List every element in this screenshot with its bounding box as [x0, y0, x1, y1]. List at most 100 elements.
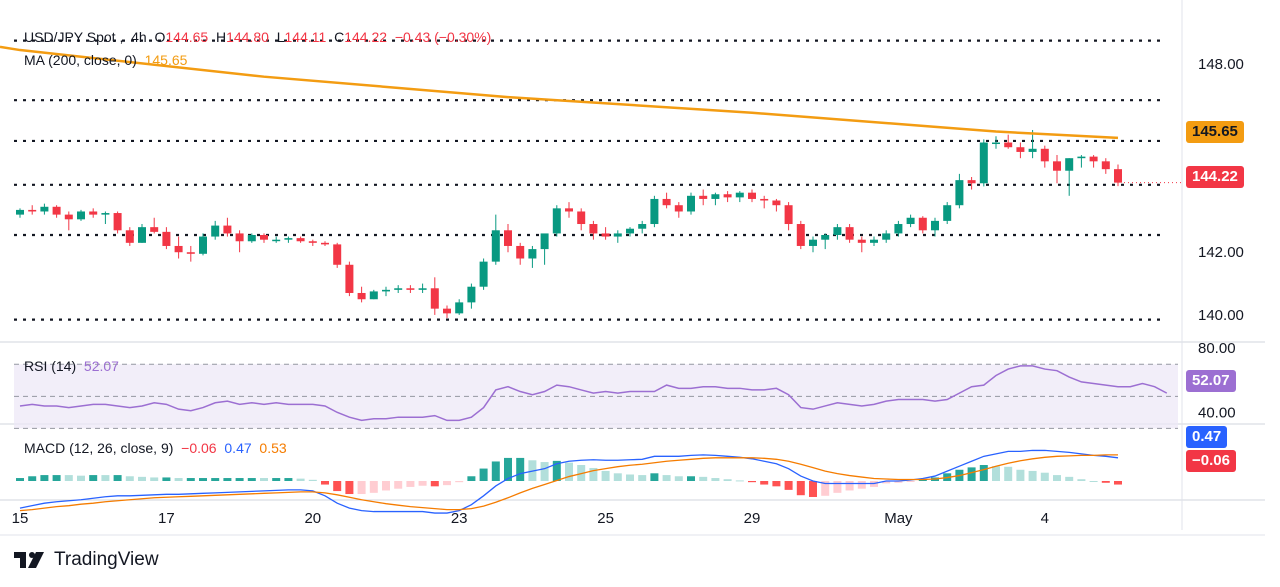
candle-body	[272, 239, 281, 242]
macd-histogram-bar	[284, 478, 293, 481]
macd-histogram-bar	[1077, 479, 1086, 481]
macd-histogram-bar	[247, 478, 256, 481]
candle-body	[357, 292, 366, 300]
tradingview-logo[interactable]: TradingView	[14, 549, 159, 571]
candle-body	[931, 220, 939, 231]
candle-body	[918, 217, 927, 231]
time-tick-label: 25	[597, 510, 614, 527]
macd-legend: MACD (12, 26, close, 9) −0.06 0.47 0.53	[24, 439, 287, 457]
macd-histogram-bar	[540, 462, 549, 481]
macd-histogram-bar	[16, 478, 24, 481]
candle-body	[638, 224, 647, 229]
macd-histogram-bar	[796, 481, 805, 496]
macd-histogram-bar	[199, 478, 207, 481]
candle-body	[735, 192, 744, 198]
macd-histogram-bar	[64, 475, 73, 481]
candle-body	[748, 192, 756, 199]
rsi-line	[19, 365, 1168, 422]
candle-body	[699, 195, 708, 199]
macd-histogram-bar	[601, 470, 610, 481]
high-label: H	[215, 29, 227, 45]
ma-legend: MA (200, close, 0) 145.65	[24, 51, 187, 69]
high-value: 144.80	[226, 29, 269, 45]
candle-body	[1040, 148, 1049, 162]
rsi-badge: 52.07	[1186, 370, 1236, 392]
open-label: O	[154, 29, 166, 45]
candle-body	[89, 211, 98, 215]
macd-histogram-bar	[650, 473, 659, 481]
candle-body	[1114, 169, 1122, 183]
candle-body	[626, 228, 634, 234]
candle-body	[882, 233, 891, 240]
macd-pane	[16, 449, 1122, 514]
macd-histogram-bar	[638, 475, 647, 481]
macd-histogram-bar	[784, 481, 793, 490]
candle-body	[1089, 156, 1098, 162]
macd-histogram-bar	[138, 476, 146, 481]
macd-histogram-bar	[40, 475, 49, 481]
macd-line	[19, 449, 1119, 514]
candle-body	[845, 227, 854, 240]
candle-body	[870, 239, 878, 243]
signal-value: 0.53	[259, 440, 287, 456]
candle-body	[992, 142, 1000, 145]
close-value: 144.22	[344, 29, 388, 45]
macd-histogram-bar	[723, 479, 732, 481]
candle-body	[577, 211, 586, 225]
time-tick-label: 17	[158, 510, 175, 527]
macd-histogram-bar	[589, 467, 598, 481]
candle-body	[369, 291, 378, 300]
candle-body	[443, 308, 451, 314]
macd-histogram-bar	[992, 466, 1000, 481]
candle-body	[528, 249, 537, 259]
ma-200-line	[0, 45, 1119, 140]
candle-body	[406, 288, 415, 290]
macd-histogram-bar	[906, 481, 915, 482]
candle-body	[955, 180, 964, 206]
macd-histogram-bar	[504, 457, 512, 481]
ma-price-badge: 145.65	[1186, 121, 1244, 143]
candle-body	[833, 227, 842, 235]
candle-body	[223, 225, 232, 234]
candle-body	[565, 208, 573, 212]
candle-body	[284, 238, 293, 240]
close-label: C	[334, 29, 345, 45]
price-tick-label: 148.00	[1198, 56, 1244, 73]
price-tick-label: 142.00	[1198, 244, 1244, 261]
macd-histogram-bar	[809, 481, 817, 497]
macd-histogram-bar	[516, 457, 525, 481]
candle-body	[308, 241, 317, 243]
macd-histogram-bar	[626, 474, 634, 481]
candle-body	[613, 233, 622, 237]
tradingview-logo-icon	[14, 552, 44, 568]
macd-label: MACD (12, 26, close, 9)	[24, 440, 174, 456]
macd-histogram-bar	[1053, 475, 1061, 481]
rsi-tick-label: 40.00	[1198, 404, 1236, 421]
candle-body	[321, 242, 329, 245]
candle-body	[345, 264, 354, 293]
time-tick-label: 23	[451, 510, 468, 527]
candle-body	[479, 261, 488, 287]
time-tick-label: 20	[304, 510, 321, 527]
macd-histogram-bar	[687, 476, 695, 481]
macd-badge: 0.47	[1186, 426, 1228, 448]
macd-histogram-bar	[235, 478, 244, 481]
candle-body	[235, 233, 244, 242]
candles	[16, 129, 1182, 319]
macd-histogram-bar	[113, 475, 122, 481]
candle-body	[491, 230, 500, 262]
candle-body	[760, 198, 769, 201]
macd-histogram-bar	[479, 468, 488, 481]
candle-body	[16, 209, 24, 215]
ma-label: MA (200, close, 0)	[24, 52, 137, 68]
candle-body	[821, 234, 830, 240]
macd-histogram-bar	[772, 481, 781, 487]
macd-histogram-bar	[345, 481, 354, 495]
candle-body	[1016, 147, 1025, 152]
time-tick-label: 29	[744, 510, 761, 527]
macd-histogram-bar	[162, 477, 171, 481]
candle-body	[674, 205, 683, 212]
candle-body	[809, 239, 817, 246]
candle-body	[906, 217, 915, 225]
